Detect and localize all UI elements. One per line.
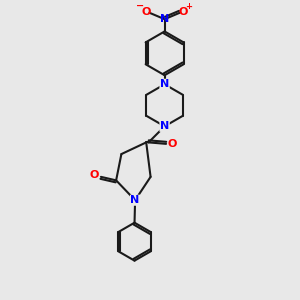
Text: N: N	[130, 195, 140, 205]
Text: N: N	[160, 79, 169, 89]
Text: O: O	[90, 170, 99, 180]
Text: −: −	[136, 1, 144, 11]
Text: O: O	[141, 7, 151, 16]
Text: O: O	[168, 139, 177, 149]
Text: N: N	[160, 121, 169, 131]
Text: N: N	[160, 14, 169, 24]
Text: O: O	[178, 7, 188, 16]
Text: +: +	[185, 2, 192, 11]
